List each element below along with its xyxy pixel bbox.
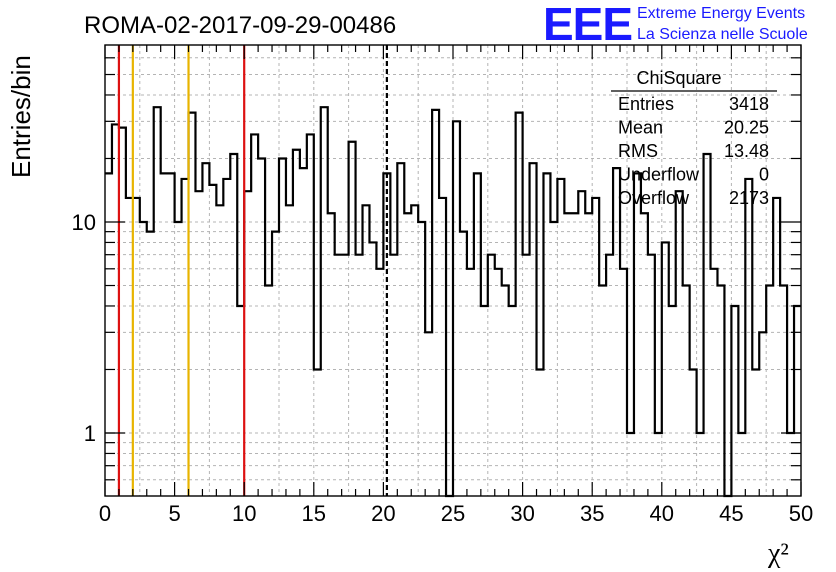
stats-label: RMS [618,141,658,161]
cut-lines [117,45,388,496]
histogram-series [105,106,801,498]
stats-rows: Entries 3418 Mean 20.25 RMS 13.48 Underflow 0 Ov… [618,94,769,208]
x-tick-label: 45 [719,501,743,526]
x-tick-label: 20 [371,501,395,526]
eee-logo: EEE Extreme Energy Events La Scienza nel… [543,0,808,50]
stats-value: 3418 [729,94,769,114]
stats-label: Mean [618,118,663,138]
x-tick-label: 5 [168,501,180,526]
x-tick-label: 35 [580,501,604,526]
stats-label: Overflow [618,188,690,208]
y-axis-label: Entries/bin [6,55,36,178]
x-tick-label: 0 [99,501,111,526]
stats-label: Entries [618,94,674,114]
x-tick-label: 30 [510,501,534,526]
x-tick-label: 50 [789,501,813,526]
x-tick-label: 25 [441,501,465,526]
x-tick-label: 10 [232,501,256,526]
y-tick-label: 1 [84,421,96,446]
stats-box: ChiSquare Entries 3418 Mean 20.25 RMS 13.48 Un… [611,68,777,208]
stats-title: ChiSquare [636,68,721,88]
x-tick-label: 40 [650,501,674,526]
stats-value: 20.25 [724,118,769,138]
logo-line1: Extreme Energy Events [637,5,805,22]
stats-value: 0 [759,165,769,185]
stats-value: 2173 [729,188,769,208]
x-axis-label: χ² [767,538,789,569]
logo-mark: EEE [543,0,632,50]
axis-ticks: 0 5 10 15 20 25 30 35 40 45 50 1 10 [72,45,813,526]
stats-label: Underflow [618,165,700,185]
chart-title: ROMA-02-2017-09-29-00486 [84,12,396,39]
x-tick-label: 15 [302,501,326,526]
plot-frame [104,44,802,497]
logo-line2: La Scienza nelle Scuole [637,26,808,43]
y-tick-label: 10 [72,210,96,235]
stats-value: 13.48 [724,141,769,161]
histogram-outline [105,106,801,498]
